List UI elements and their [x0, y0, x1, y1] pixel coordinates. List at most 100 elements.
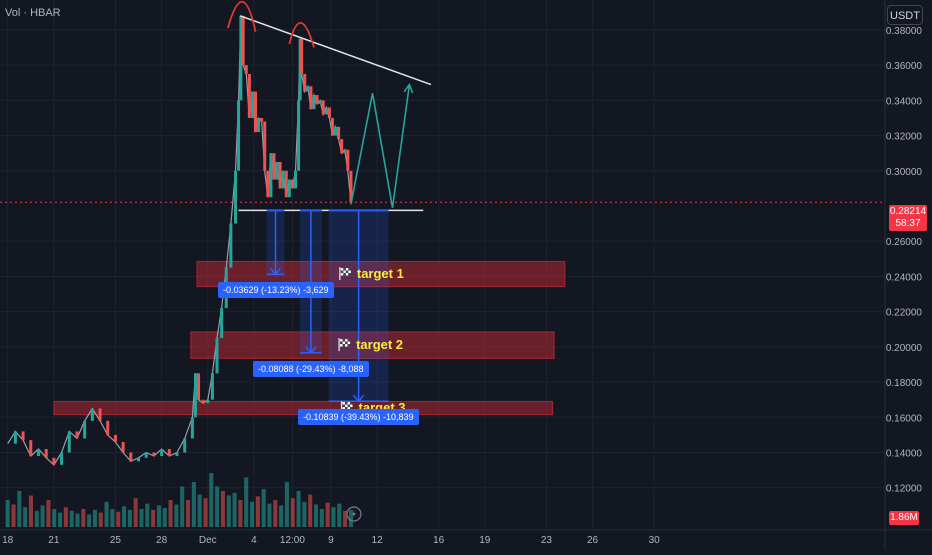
price-candle — [315, 95, 319, 104]
volume-bar — [69, 510, 74, 527]
volume-bar — [151, 509, 156, 527]
time-tick-label: 12 — [372, 535, 384, 546]
price-candle — [343, 149, 347, 154]
time-tick-label: 19 — [479, 535, 491, 546]
volume-bar — [52, 509, 57, 527]
measure-arrowhead-3 — [353, 394, 365, 403]
volume-bar — [110, 509, 115, 527]
volume-bar — [174, 504, 179, 527]
price-candle — [98, 408, 102, 421]
price-candle — [44, 449, 48, 458]
volume-bar — [226, 495, 231, 527]
volume-bar — [255, 496, 260, 527]
volume-value-tag: 1.86M — [889, 511, 919, 525]
price-candle — [206, 399, 210, 404]
volume-bar — [5, 500, 10, 527]
price-candle — [113, 434, 117, 442]
price-tick-label: 0.16000 — [886, 413, 923, 424]
price-candle — [144, 452, 148, 458]
volume-bar — [319, 509, 324, 527]
volume-bar — [249, 501, 255, 527]
price-candle — [321, 100, 325, 115]
volume-bar — [296, 491, 301, 527]
price-candle — [21, 431, 25, 441]
price-candle — [278, 161, 282, 189]
price-tick-label: 0.38000 — [886, 26, 923, 37]
price-candle — [215, 338, 219, 374]
volume-bar — [127, 509, 132, 527]
volume-bar — [273, 500, 278, 527]
time-tick-label: Dec — [199, 535, 217, 546]
volume-indicator-label[interactable]: Vol · HBAR — [5, 7, 61, 19]
price-candle — [52, 457, 56, 465]
price-candle — [121, 441, 125, 453]
volume-bar — [87, 514, 92, 527]
volume-bar — [191, 482, 196, 527]
volume-bar — [75, 513, 80, 527]
price-candle — [83, 420, 87, 439]
measure-arrowhead-2 — [305, 346, 317, 355]
price-candle — [106, 420, 110, 435]
volume-bar — [220, 491, 225, 527]
price-candle — [300, 38, 304, 74]
volume-bar — [28, 495, 34, 527]
price-candle — [263, 121, 267, 171]
volume-bar — [215, 486, 220, 527]
target-zone-2[interactable] — [190, 331, 555, 359]
price-candle — [309, 86, 313, 110]
volume-bar — [343, 510, 348, 527]
price-candle — [67, 431, 71, 453]
volume-bar — [34, 510, 39, 527]
volume-bar — [185, 500, 191, 527]
price-candle — [90, 408, 94, 421]
price-candle — [298, 38, 302, 101]
price-candle — [290, 179, 294, 189]
volume-bar — [197, 494, 202, 527]
price-candle — [183, 438, 187, 453]
projection-arrowhead — [403, 82, 414, 94]
price-candle — [337, 126, 341, 140]
time-tick-label: 23 — [541, 535, 553, 546]
price-candle — [233, 170, 237, 224]
price-candle — [312, 95, 316, 110]
price-candle — [250, 91, 254, 118]
price-candle — [303, 73, 307, 92]
volume-bar — [23, 507, 28, 527]
volume-bar — [40, 505, 45, 527]
volume-bar — [290, 498, 295, 527]
time-tick-label: 28 — [156, 535, 168, 546]
price-candle — [129, 452, 133, 462]
price-candle — [241, 15, 245, 66]
top-arc-1[interactable] — [226, 0, 257, 32]
price-tick-label: 0.14000 — [886, 449, 923, 460]
price-tick-label: 0.18000 — [886, 378, 923, 389]
lightning-icon[interactable] — [346, 506, 362, 522]
price-candle — [160, 449, 164, 457]
volume-bar — [331, 507, 336, 527]
volume-bar — [284, 482, 289, 527]
price-candle — [137, 457, 141, 462]
volume-bar — [325, 502, 330, 527]
price-candle — [247, 73, 251, 118]
target-label-1: target 1 — [357, 266, 404, 281]
top-arc-2[interactable] — [288, 22, 315, 48]
price-candle — [287, 179, 291, 198]
volume-bar — [46, 500, 51, 527]
volume-bar — [92, 509, 97, 527]
price-candle — [29, 440, 33, 457]
target-flag-icon — [338, 338, 351, 352]
volume-bar — [302, 501, 307, 527]
currency-button[interactable]: USDT — [887, 5, 923, 25]
price-tick-label: 0.20000 — [886, 343, 923, 354]
price-candle — [318, 100, 322, 104]
volume-bar — [203, 498, 208, 527]
volume-bar — [232, 492, 237, 527]
price-candle — [272, 153, 276, 180]
price-candle — [220, 308, 224, 339]
projection-path[interactable] — [350, 84, 411, 208]
target-label-2: target 2 — [356, 337, 403, 352]
resistance-trendline[interactable] — [239, 15, 432, 86]
price-candle — [269, 153, 273, 198]
